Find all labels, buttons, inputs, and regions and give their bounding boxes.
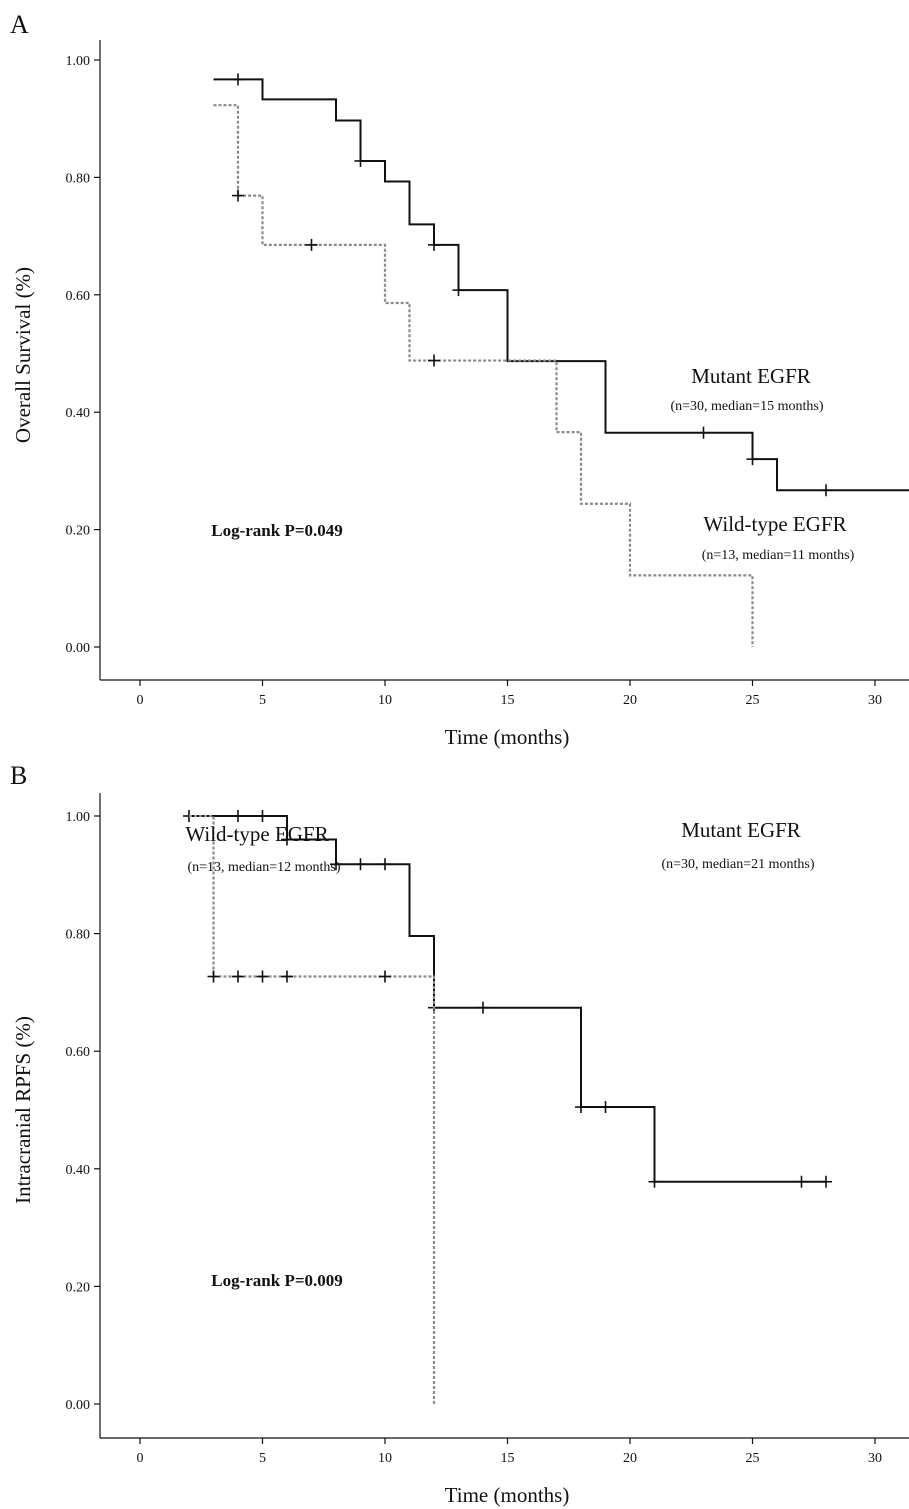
panel-b-y-tick-label: 1.00	[66, 810, 91, 825]
panel-a-x-tick-label: 20	[623, 693, 637, 708]
panel-b-x-tick-label: 0	[137, 1451, 144, 1466]
panel-b-mutant-censor-mark	[575, 1101, 587, 1114]
panel-b-wildtype-censor-mark	[207, 970, 220, 983]
panel-b-wildtype-censor-mark	[256, 970, 269, 983]
panel-a-x-tick-label: 15	[501, 693, 515, 708]
panel-b-mutant-censor-mark	[477, 1001, 489, 1014]
panel-b-mutant-censor-mark	[354, 858, 367, 871]
panel-b-x-tick-label: 10	[378, 1451, 392, 1466]
panel-b-plot: 0.00 0.20 0.40 0.60 0.80 1.00 0 5 10 15 20 25 30	[66, 793, 909, 1466]
panel-b-mutant-censor-mark	[330, 858, 342, 871]
panel-b-x-tick-label: 5	[259, 1451, 266, 1466]
panel-b-y-tick-label: 0.40	[66, 1163, 91, 1178]
panel-a: A 0.00 0.20 0.40 0.60 0.80 1.00 0 5 10 15 20 25 30 T…	[10, 10, 909, 749]
panel-b-x-tick-label: 30	[868, 1451, 882, 1466]
panel-a-wildtype-censor-mark	[305, 238, 318, 251]
panel-a-logrank-p: Log-rank P=0.049	[211, 521, 343, 540]
panel-b-wildtype-curve	[189, 814, 436, 1404]
panel-b-x-tick-label: 25	[746, 1451, 760, 1466]
panel-a-x-tick-label: 30	[868, 693, 882, 708]
panel-b-mutant-censor-mark	[379, 858, 391, 871]
panel-b-mutant-censor-mark	[281, 833, 293, 846]
panel-b-wildtype-censor-mark	[281, 970, 293, 983]
panel-a-wildtype-censor-mark	[428, 354, 440, 367]
panel-a-mutant-censor-mark	[354, 154, 367, 167]
panel-a-letter: A	[10, 10, 29, 39]
panel-a-wildtype-stats: (n=13, median=11 months)	[702, 548, 855, 563]
panel-b-y-tick-label: 0.80	[66, 928, 91, 943]
panel-a-y-tick-label: 0.00	[66, 641, 91, 656]
panel-a-mutant-censor-mark	[452, 284, 465, 297]
panel-b-y-axis-label: Intracranial RPFS (%)	[11, 1016, 35, 1204]
panel-b-y-tick-label: 0.20	[66, 1280, 91, 1295]
panel-b-mutant-censor-mark	[795, 1175, 808, 1188]
panel-a-mutant-curve	[213, 78, 909, 492]
panel-a-mutant-censor-mark	[428, 238, 440, 251]
panel-a-x-axis-label: Time (months)	[445, 725, 570, 749]
panel-a-wildtype-censor-mark	[232, 189, 244, 202]
panel-b-mutant-censor-mark	[232, 810, 244, 822]
panel-b-x-axis-label: Time (months)	[445, 1483, 570, 1507]
panel-a-x-tick-label: 5	[259, 693, 266, 708]
panel-a-mutant-stats: (n=30, median=15 months)	[670, 399, 823, 414]
panel-a-y-tick-label: 1.00	[66, 54, 91, 69]
panel-b-wildtype-censor-mark	[232, 970, 244, 983]
panel-a-x-tick-label: 10	[378, 693, 392, 708]
panel-b-x-tick-label: 20	[623, 1451, 637, 1466]
panel-b-mutant-censor-mark	[599, 1101, 612, 1114]
panel-a-y-axis-label: Overall Survival (%)	[11, 267, 35, 443]
panel-a-mutant-censor-mark	[697, 426, 710, 439]
panel-b-mutant-curve	[189, 815, 826, 1183]
panel-b-x-tick-label: 15	[501, 1451, 515, 1466]
panel-b-mutant-stats: (n=30, median=21 months)	[661, 857, 814, 872]
panel-a-y-tick-label: 0.40	[66, 406, 91, 421]
panel-b-letter: B	[10, 761, 27, 790]
panel-b-wildtype-censor-mark	[379, 970, 391, 983]
panel-a-wildtype-label: Wild-type EGFR	[703, 512, 846, 536]
panel-b-y-tick-label: 0.00	[66, 1398, 91, 1413]
panel-a-mutant-censor-mark	[820, 484, 832, 497]
panel-b-mutant-label: Mutant EGFR	[681, 818, 801, 842]
panel-a-wildtype-curve	[213, 104, 754, 647]
panel-b-y-tick-label: 0.60	[66, 1045, 91, 1060]
panel-a-mutant-censor-mark	[746, 453, 759, 466]
panel-b-mutant-censor-mark	[256, 810, 269, 822]
panel-b-wildtype-label: Wild-type EGFR	[185, 822, 328, 846]
panel-a-plot: 0.00 0.20 0.40 0.60 0.80 1.00 0 5 10 15 20 25 30	[66, 40, 909, 708]
panel-a-mutant-label: Mutant EGFR	[691, 364, 811, 388]
panel-a-y-tick-label: 0.20	[66, 524, 91, 539]
panel-a-mutant-censor-mark	[232, 73, 244, 86]
panel-b-mutant-censor-mark	[820, 1175, 832, 1188]
panel-b-wildtype-stats: (n=13, median=12 months)	[187, 860, 340, 875]
panel-a-x-tick-label: 0	[137, 693, 144, 708]
panel-b-logrank-p: Log-rank P=0.009	[211, 1271, 343, 1290]
panel-a-y-tick-label: 0.80	[66, 171, 91, 186]
panel-a-y-tick-label: 0.60	[66, 289, 91, 304]
panel-a-x-tick-label: 25	[746, 693, 760, 708]
panel-b: B 0.00 0.20 0.40 0.60 0.80 1.00 0 5 10 15 20 25 30 T…	[10, 761, 909, 1507]
panel-b-mutant-censor-mark	[648, 1175, 661, 1188]
